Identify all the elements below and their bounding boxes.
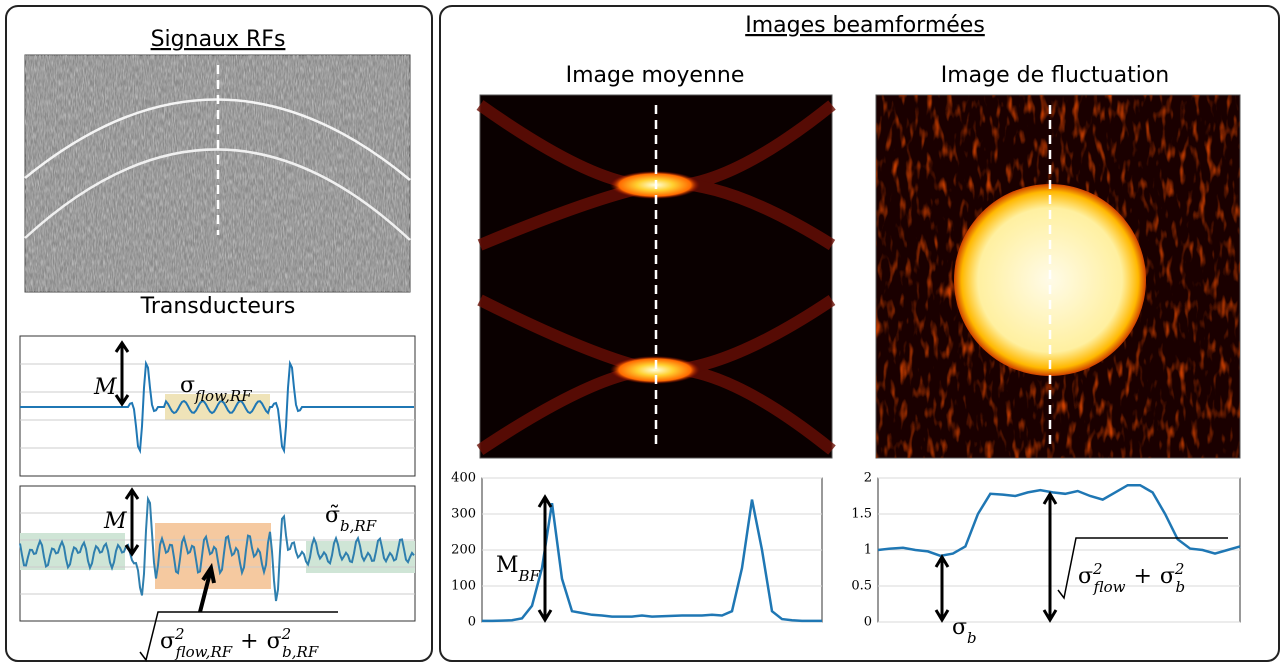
sub: flow,RF [194,387,252,405]
line-series [482,499,822,623]
rf-plots [19,335,416,622]
right-panel [439,5,1280,662]
base: σ̃ [325,503,340,528]
base: σ [952,615,967,640]
rf-arc [24,148,411,241]
sup: 2 [1092,560,1103,578]
arrow [934,554,950,623]
annotation: MBF [496,553,541,585]
sub: b [967,629,977,647]
sub: b,RF [340,517,377,535]
arrow [198,562,216,613]
y-tick-label: 0.5 [851,579,872,594]
annotation: σ̃b,RF [325,503,377,535]
panel-title: Signaux RFs [151,27,286,52]
arrow [1042,491,1058,623]
op: + [240,629,258,654]
charts: 0 100 200 300 400 0 0.5 1 1.5 2 [451,471,1241,630]
y-tick-label: 0 [468,615,476,630]
y-tick-label: 0 [864,615,872,630]
annotation: M [103,509,127,534]
annotation: σ2 flow + σ2 b [1078,560,1185,596]
rf-trace [19,495,415,602]
sub: BF [518,567,541,585]
arrow [537,494,553,623]
image-title: Image de fluctuation [941,63,1169,88]
op: + [1133,564,1151,589]
y-tick-label: 300 [451,507,476,522]
sub: flow,RF [175,643,233,661]
left-panel [5,5,433,662]
base: σ [267,629,282,654]
disk [954,184,1146,376]
image-title: Image moyenne [566,63,745,88]
annotation: σ2 flow,RF + σ2 b,RF [160,625,319,661]
sqrt-sign [139,611,338,662]
base: M [496,553,519,578]
hotspot [610,356,700,384]
y-tick-label: 400 [451,471,476,486]
line-series [877,483,1241,558]
sqrt-sign [1057,537,1228,600]
base: σ [1078,564,1093,589]
arrow [114,340,130,407]
sup: 2 [1174,560,1185,578]
sup: 2 [281,625,292,643]
y-tick-label: 200 [451,543,476,558]
sub: b [1175,578,1185,596]
sup: 2 [174,625,185,643]
annotation: σflow,RF [180,373,252,405]
annotation: σb [952,615,977,647]
y-tick-label: 2 [864,471,872,486]
y-tick-label: 100 [451,579,476,594]
base: σ [160,629,175,654]
base: σ [180,373,195,398]
sub: flow [1093,578,1126,596]
y-tick-label: 1.5 [851,507,872,522]
base: σ [1160,564,1175,589]
panel-title: Images beamformées [745,13,985,38]
image-caption: Transducteurs [140,294,296,319]
rf-trace [20,359,414,455]
y-tick-label: 1 [864,543,872,558]
annotation: M [93,375,117,400]
sub: b,RF [282,643,319,661]
arrow [124,487,140,557]
